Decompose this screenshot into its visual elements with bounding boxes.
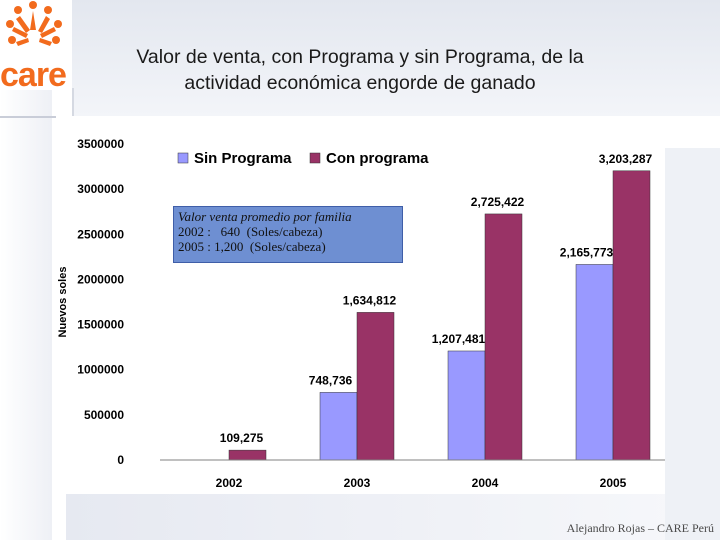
note-box: Valor venta promedio por familia 2002 : … xyxy=(173,206,403,263)
data-label: 748,736 xyxy=(309,373,353,387)
y-tick-label: 3000000 xyxy=(77,182,124,196)
y-tick-label: 2000000 xyxy=(77,272,124,286)
y-tick-label: 1000000 xyxy=(77,363,124,377)
x-tick-label: 2004 xyxy=(472,476,499,490)
note-heading: Valor venta promedio por familia xyxy=(178,209,352,224)
x-tick-label: 2005 xyxy=(600,476,627,490)
note-line-2002: 2002 : 640 (Soles/cabeza) xyxy=(178,224,323,239)
care-logo: care xyxy=(0,0,72,92)
data-label: 109,275 xyxy=(220,431,264,445)
y-tick-label: 500000 xyxy=(84,408,124,422)
legend-label: Sin Programa xyxy=(194,150,292,167)
footer-band xyxy=(66,494,720,540)
x-tick-label: 2002 xyxy=(216,476,243,490)
data-label: 1,634,812 xyxy=(343,293,397,307)
bar-chart: 0 500000 1000000 1500000 2000000 2500000 30000… xyxy=(56,116,665,494)
data-label: 3,203,287 xyxy=(599,152,653,166)
title-line-2: actividad económica engorde de ganado xyxy=(184,72,536,94)
bar-sin-programa xyxy=(447,350,486,461)
data-label: 2,165,773 xyxy=(560,245,614,259)
page-title: Valor de venta, con Programa y sin Progr… xyxy=(80,44,640,96)
x-tick-label: 2003 xyxy=(344,476,371,490)
care-logo-figures-icon xyxy=(6,1,62,46)
chart-canvas: 0 500000 1000000 1500000 2000000 2500000 30000… xyxy=(57,137,665,490)
bar-sin-programa xyxy=(575,264,614,461)
title-line-1: Valor de venta, con Programa y sin Progr… xyxy=(136,46,584,68)
y-tick-label: 3500000 xyxy=(77,137,124,151)
right-band xyxy=(665,148,720,540)
footer-credit: Alejandro Rojas – CARE Perú xyxy=(566,521,714,535)
bar-con-programa xyxy=(484,213,523,461)
divider-line-vertical xyxy=(72,88,74,116)
divider-line xyxy=(0,116,56,118)
bar-con-programa xyxy=(612,170,651,461)
bar-con-programa xyxy=(228,449,267,461)
data-label: 1,207,481 xyxy=(432,332,486,346)
note-line-2005: 2005 : 1,200 (Soles/cabeza) xyxy=(178,239,326,254)
y-tick-label: 1500000 xyxy=(77,318,124,332)
legend-swatch-sin-programa xyxy=(177,152,189,164)
bar-con-programa xyxy=(356,312,395,461)
header-band xyxy=(72,0,720,116)
left-band xyxy=(0,90,52,540)
legend-swatch-con-programa xyxy=(309,152,321,164)
legend-label: Con programa xyxy=(326,150,429,167)
y-axis-label: Nuevos soles xyxy=(57,267,69,338)
y-tick-label: 0 xyxy=(117,453,124,467)
data-label: 2,725,422 xyxy=(471,195,525,209)
logo-text: care xyxy=(0,56,67,94)
y-tick-label: 2500000 xyxy=(77,227,124,241)
bar-sin-programa xyxy=(319,392,358,461)
